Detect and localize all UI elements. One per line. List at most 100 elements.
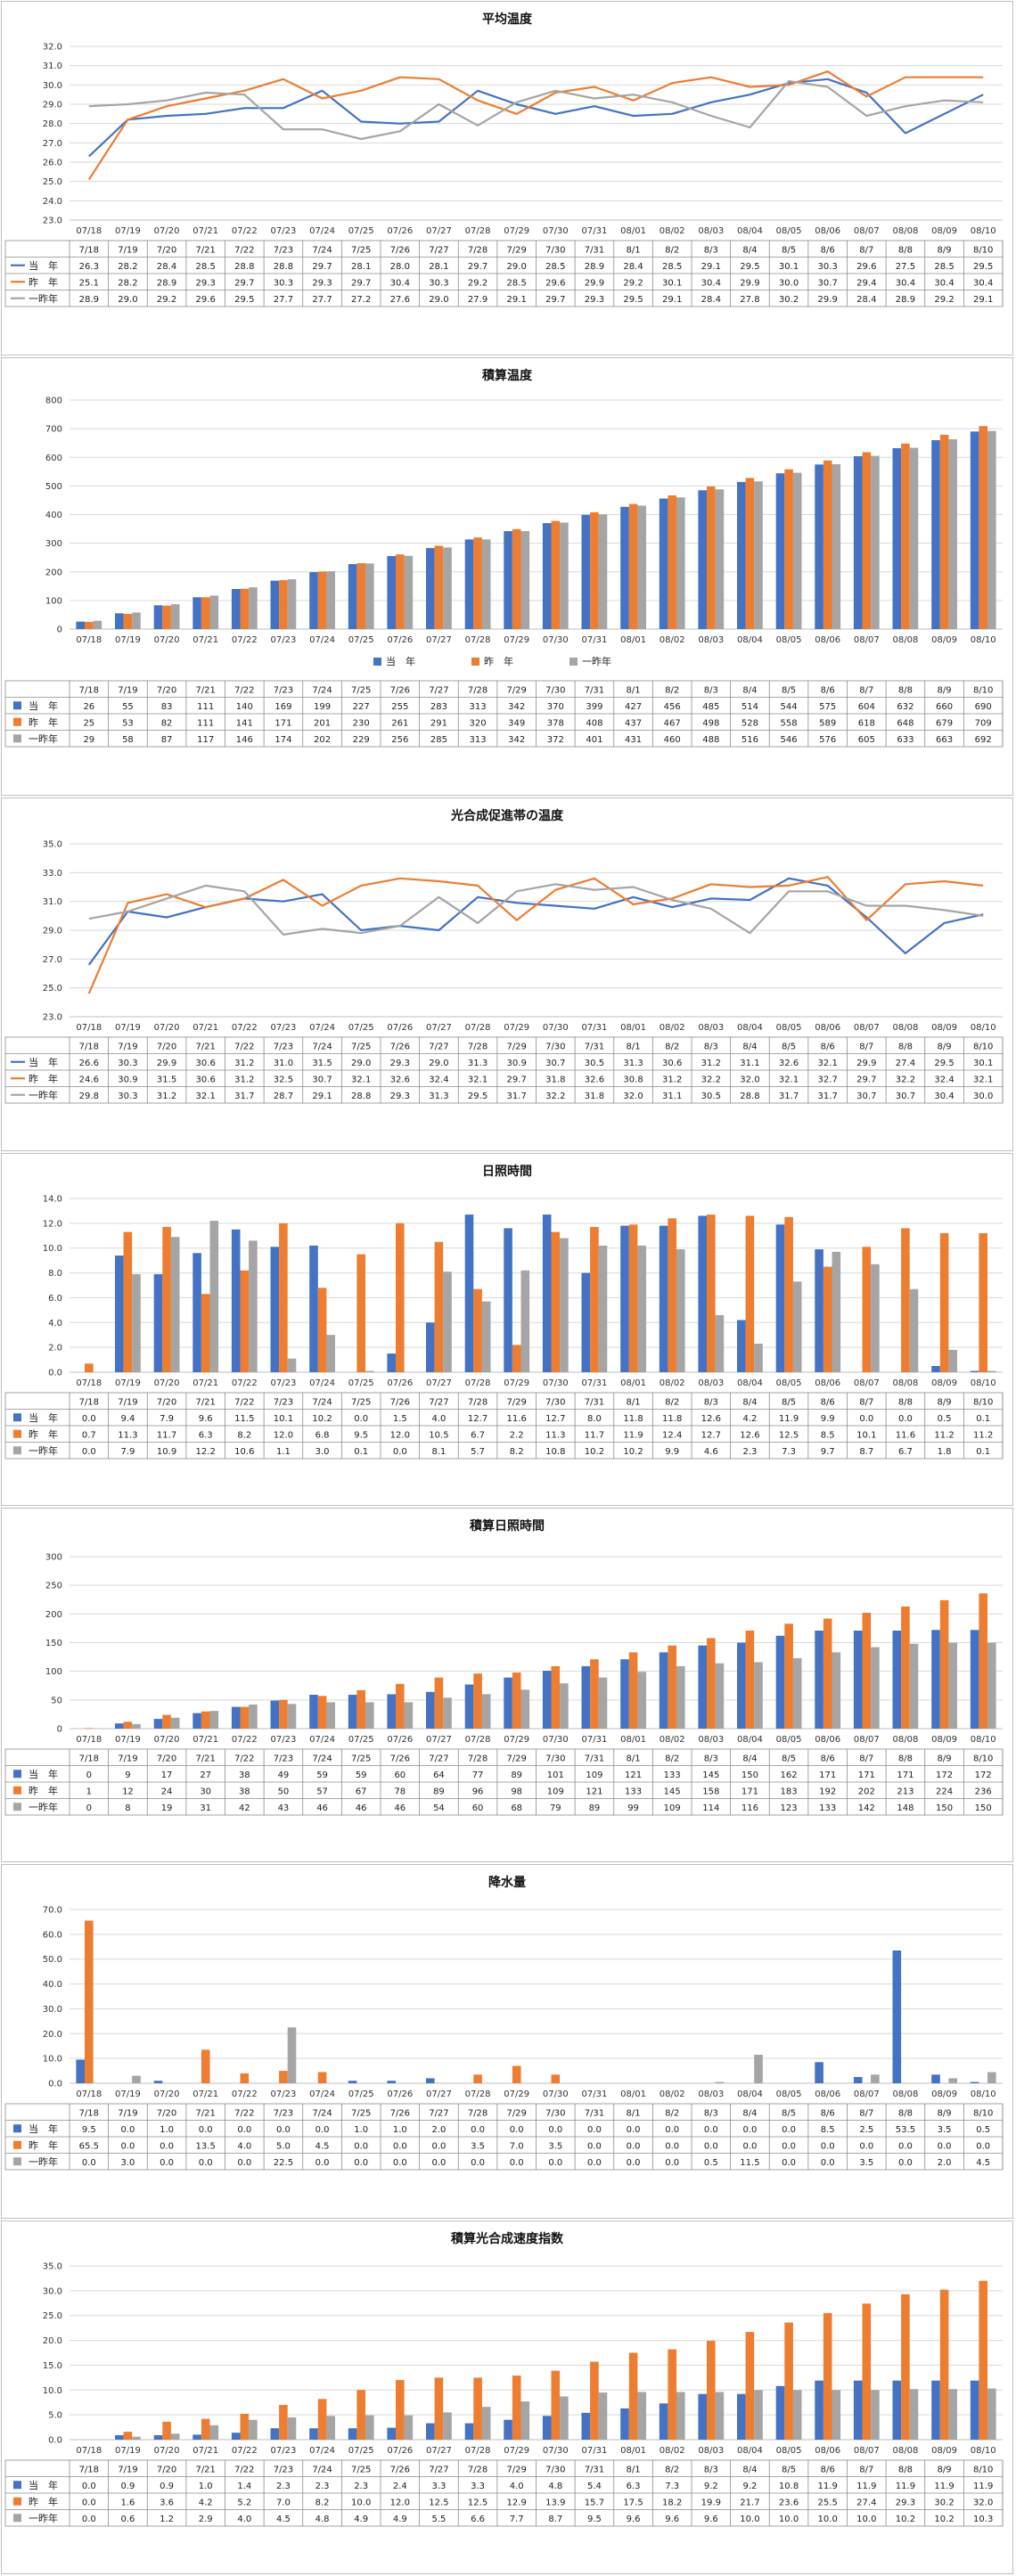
table-value-cell: 116 [742,1803,758,1813]
table-value-cell: 171 [897,1770,914,1780]
table-value-cell: 53 [122,719,134,729]
bar-0-13 [581,2412,591,2440]
table-value-cell: 96 [472,1787,484,1797]
x-tick-label: 07/28 [465,2089,491,2099]
bar-1-22 [939,1599,949,1729]
table-value-cell: 2.3 [742,1447,757,1457]
table-value-cell: 0.0 [976,2142,990,2152]
table-value-cell: 10.2 [934,2515,954,2524]
bar-2-5 [287,1704,297,1729]
bar-0-2 [153,1719,163,1729]
bar-1-14 [628,1652,638,1729]
table-header-cell: 7/26 [390,1043,410,1052]
table-value-cell: 2.3 [276,2482,291,2491]
x-tick-label: 07/20 [154,1023,180,1033]
y-tick-label: 25.0 [43,177,62,187]
y-tick-label: 2.0 [48,1344,62,1353]
x-tick-label: 07/24 [309,1023,335,1033]
table-value-cell: 27.4 [856,2498,876,2508]
x-tick-label: 07/31 [582,1023,608,1033]
y-tick-label: 0.0 [48,2436,62,2446]
table-value-cell: 28.9 [157,279,176,289]
table-value-cell: 172 [975,1770,992,1780]
x-tick-label: 07/20 [154,1735,180,1745]
series-line-0 [88,78,984,158]
bar-1-0 [85,622,94,629]
table-header-cell: 8/1 [627,246,641,256]
bar-1-2 [162,2421,171,2440]
table-value-cell: 0.0 [510,2125,524,2135]
table-value-cell: 43 [278,1803,290,1813]
table-value-cell: 32.5 [274,1075,293,1085]
bar-1-18 [784,2322,793,2440]
bar-0-21 [892,2380,902,2440]
table-value-cell: 145 [664,1787,681,1797]
table-value-cell: 27.5 [896,262,915,272]
x-tick-label: 08/05 [776,1023,802,1033]
table-value-cell: 30.3 [274,279,293,289]
y-tick-label: 23.0 [43,1013,62,1023]
bar-2-12 [560,522,569,629]
table-header-cell: 8/8 [898,1398,913,1408]
table-value-cell: 87 [161,735,173,745]
table-value-cell: 236 [975,1787,992,1797]
bar-1-6 [317,2399,327,2440]
x-tick-label: 08/01 [620,635,646,645]
table-header-cell: 7/19 [118,246,137,256]
table-value-cell: 30.4 [934,1092,954,1101]
table-value-cell: 133 [664,1770,681,1780]
bar-1-21 [901,1607,910,1729]
table-header-cell: 7/25 [351,2466,371,2475]
table-value-cell: 0.7 [82,1431,96,1441]
bar-2-7 [365,2415,374,2440]
bar-1-17 [745,2332,755,2440]
table-header-cell: 7/31 [585,686,604,696]
table-header-cell: 7/30 [545,246,565,256]
table-value-cell: 30.5 [585,1059,604,1068]
bar-1-11 [512,2065,521,2083]
table-header-cell: 7/29 [506,246,526,256]
bar-0-19 [815,464,823,629]
table-value-cell: 342 [508,735,525,745]
table-value-cell: 28.4 [157,262,176,272]
table-header-cell: 7/20 [157,1398,176,1408]
x-tick-label: 07/30 [543,1735,569,1745]
table-value-cell: 0.0 [782,2158,796,2168]
row-legend-swatch [13,1429,21,1438]
x-tick-label: 07/20 [154,2089,180,2099]
table-value-cell: 28.9 [896,295,915,305]
y-tick-label: 5.0 [48,2411,62,2421]
x-tick-label: 08/06 [815,226,840,236]
table-header-cell: 7/18 [79,1043,99,1052]
bar-1-19 [823,2312,832,2440]
table-header-cell: 8/3 [704,1043,718,1052]
table-header-cell: 8/10 [973,246,993,256]
bar-1-11 [512,1672,521,1729]
x-tick-label: 07/22 [232,635,258,645]
table-header-cell: 7/29 [506,2466,526,2475]
table-value-cell: 11.2 [934,1431,954,1441]
bar-2-4 [249,587,258,629]
table-value-cell: 399 [586,702,602,712]
table-value-cell: 30.1 [779,262,799,272]
table-value-cell: 0.0 [471,2158,485,2168]
row-label: 一昨年 [29,2512,58,2524]
table-value-cell: 192 [819,1787,836,1797]
table-value-cell: 648 [897,719,914,729]
bar-1-18 [784,469,793,629]
row-label: 当 年 [29,1768,58,1780]
bar-2-7 [365,1370,374,1372]
table-value-cell: 0.0 [160,2158,174,2168]
chart-title: 光合成促進帯の温度 [450,808,564,823]
bar-0-9 [426,2078,435,2083]
table-value-cell: 3.0 [315,1447,330,1457]
table-header-cell: 8/7 [859,2466,873,2475]
bar-0-2 [153,2435,163,2440]
table-value-cell: 28.8 [234,262,254,272]
table-value-cell: 28.2 [118,262,137,272]
cumulative-photosynthesis-index-panel: 積算光合成速度指数 0.0 5.0 10.0 15.0 20.0 25.0 30.0 35.0 0… [1,2220,1013,2574]
table-value-cell: 5.0 [276,2142,291,2152]
table-value-cell: 291 [430,719,447,729]
table-header-cell: 8/2 [665,1398,679,1408]
table-value-cell: 17 [161,1770,173,1780]
